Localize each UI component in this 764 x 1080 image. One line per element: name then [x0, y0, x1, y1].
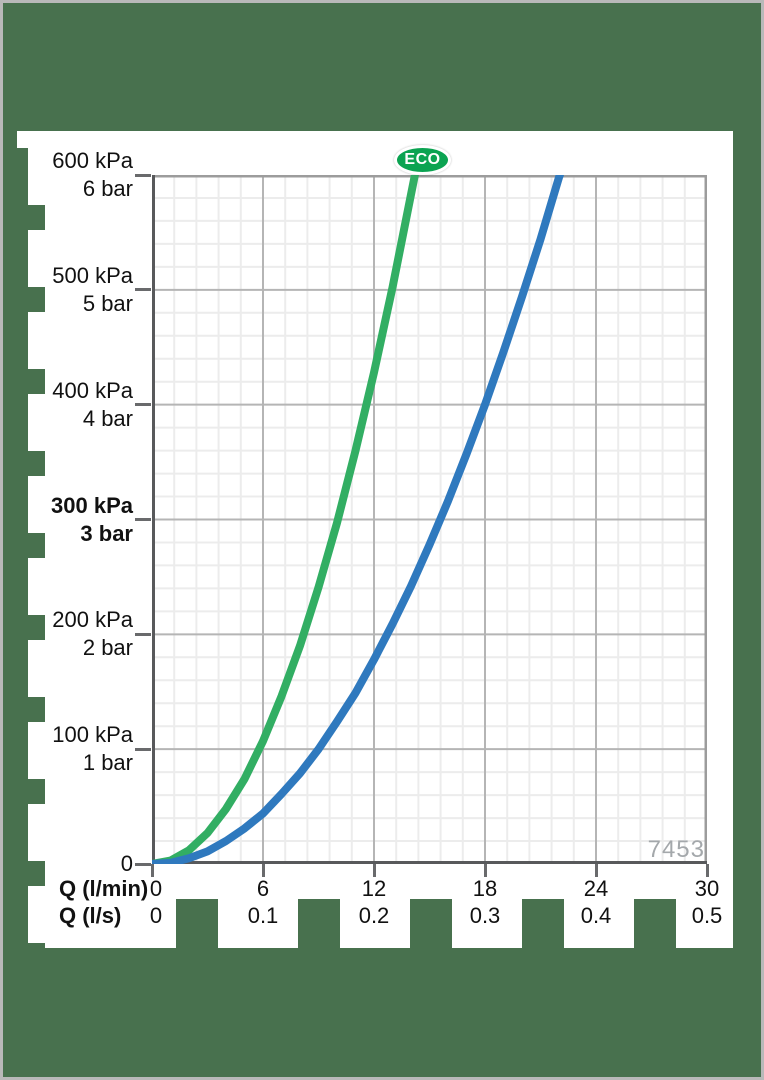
- eco-badge: ECO: [394, 145, 451, 175]
- y-axis-label-bar: 6 bar: [82, 176, 133, 201]
- x-axis-label-ls: 0.2: [358, 903, 390, 928]
- y-axis-label-bar: 4 bar: [82, 405, 133, 431]
- y-axis-label: 0: [3, 850, 133, 878]
- y-tick-mark: [135, 288, 151, 292]
- y-axis-label: 100 kPa 1 bar: [3, 721, 133, 777]
- standard-curve: [152, 175, 564, 864]
- y-axis-label-bar: 3 bar: [80, 520, 133, 546]
- y-axis-label-kpa: 0: [120, 851, 133, 876]
- paper-tab: [28, 230, 45, 287]
- x-axis-label-lmin: 6: [256, 876, 270, 901]
- paper-tab: [28, 394, 45, 451]
- x-axis-label-ls: 0.4: [580, 903, 612, 928]
- paper-notch: [176, 899, 218, 948]
- y-axis-label-kpa: 500 kPa: [52, 262, 133, 288]
- paper-tab: [28, 476, 45, 533]
- paper-tab: [28, 312, 45, 369]
- paper-notch: [522, 899, 564, 948]
- x-axis-label-lmin: 24: [583, 876, 609, 901]
- x-tick-mark: [705, 864, 709, 877]
- paper-tab: [28, 558, 45, 615]
- x-axis-label-ls: 0.1: [247, 903, 279, 928]
- paper-notch: [298, 899, 340, 948]
- y-axis-label: 400 kPa 4 bar: [3, 377, 133, 433]
- y-axis-label: 500 kPa 5 bar: [3, 262, 133, 318]
- y-tick-mark: [135, 747, 151, 751]
- x-axis-label-lmin: 0: [149, 876, 163, 901]
- y-tick-mark: [135, 862, 151, 866]
- y-axis-label-kpa: 200 kPa: [52, 607, 133, 633]
- x-axis-label-ls: 0.3: [469, 903, 501, 928]
- y-tick-mark: [135, 518, 151, 521]
- eco-badge-label: ECO: [404, 151, 441, 168]
- x-tick-mark: [261, 864, 265, 877]
- flow-pressure-chart: [152, 175, 707, 864]
- paper-notch: [634, 899, 676, 948]
- y-axis-label-kpa: 600 kPa: [52, 148, 133, 173]
- paper-tab: [28, 804, 45, 861]
- paper-tab: [28, 640, 45, 697]
- x-tick-mark: [594, 864, 598, 877]
- x-tick-mark: [150, 864, 154, 877]
- x-tick-mark: [483, 864, 487, 877]
- y-axis-label-bar: 2 bar: [82, 635, 133, 661]
- y-axis-label-bar: 1 bar: [82, 750, 133, 776]
- x-axis-label-ls: 0: [149, 903, 163, 928]
- y-axis-label-kpa: 400 kPa: [52, 377, 133, 403]
- y-axis-label: 300 kPa 3 bar: [3, 492, 133, 548]
- paper-tab: [17, 131, 45, 148]
- eco-curve: [152, 175, 419, 864]
- y-axis-label: 200 kPa 2 bar: [3, 606, 133, 662]
- x-tick-mark: [372, 864, 376, 877]
- x-axis-label-lmin: 18: [472, 876, 498, 901]
- paper-tab: [28, 722, 45, 779]
- x-axis-label-lmin: 30: [694, 876, 720, 901]
- x-axis-label-lmin: 12: [361, 876, 387, 901]
- y-tick-mark: [135, 173, 151, 177]
- x-axis-label-ls: 0.5: [691, 903, 723, 928]
- ref-number: 7453: [647, 836, 705, 863]
- x-axis-unit-label-lmin: Q (l/min): [59, 876, 149, 901]
- y-tick-mark: [135, 632, 151, 636]
- paper-tab: [28, 886, 45, 943]
- y-axis-label-kpa: 100 kPa: [52, 722, 133, 748]
- y-axis-label: 600 kPa 6 bar: [3, 147, 133, 203]
- paper-tab: [28, 148, 45, 205]
- x-axis-unit-label-ls: Q (l/s): [59, 903, 122, 928]
- y-tick-mark: [135, 403, 151, 407]
- paper-notch: [410, 899, 452, 948]
- y-axis-label-kpa: 300 kPa: [51, 492, 133, 518]
- y-axis-label-bar: 5 bar: [82, 290, 133, 316]
- plot-area: [152, 175, 707, 864]
